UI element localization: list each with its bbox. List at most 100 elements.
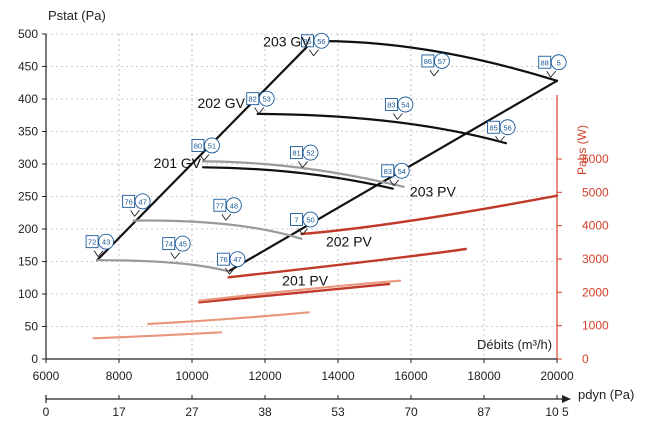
badge-circle — [302, 211, 319, 228]
series-202-gv — [256, 112, 507, 145]
operating-point-badge: 82 53 — [246, 90, 275, 114]
badge-circle-value: 56 — [317, 37, 325, 46]
secondary-y-tick-label: 6000 — [582, 152, 609, 166]
badge-circle — [499, 119, 516, 136]
y-tick-label: 200 — [18, 222, 38, 236]
pdyn-tick-label: 87 — [477, 405, 491, 419]
badge-square — [290, 146, 303, 160]
x-tick-label: 16000 — [394, 369, 428, 383]
series-layer — [92, 40, 559, 340]
badge-leader-line — [546, 71, 552, 78]
badge-leader-line — [229, 267, 235, 275]
badge-square — [487, 120, 501, 134]
secondary-y-tick-label: 0 — [582, 352, 589, 366]
badge-circle — [203, 137, 220, 154]
badge-circle-value: 48 — [230, 201, 238, 210]
badge-square-value: 74 — [165, 240, 173, 249]
operating-point-badge: 83 54 — [384, 96, 414, 120]
badge-square-value: 76 — [124, 197, 132, 206]
badge-square-value: 80 — [194, 141, 202, 150]
series-gray-curve — [132, 219, 303, 240]
x-tick-label: 8000 — [106, 369, 133, 383]
badge-circle — [550, 54, 567, 71]
badge-square-value: 76 — [219, 255, 227, 264]
badge-circle — [174, 235, 191, 252]
badge-circle-value: 52 — [306, 149, 314, 158]
badge-leader-line — [254, 107, 260, 114]
badge-square — [301, 34, 314, 48]
x-tick-label: 6000 — [33, 369, 60, 383]
pdyn-axis-arrow — [562, 395, 571, 403]
label-layer: 203 GV 202 GV 201 GV 203 PV 202 PV 201 PV — [154, 33, 457, 288]
badge-leader-line — [389, 179, 395, 187]
secondary-y-tick-label: 5000 — [582, 185, 609, 199]
series-201-pv — [198, 282, 391, 304]
operating-point-badge: 7 50 — [290, 211, 319, 235]
badge-circle-value: 54 — [398, 167, 406, 176]
y-tick-label: 0 — [31, 352, 38, 366]
badge-square-value: 88 — [541, 58, 549, 67]
badge-circle — [225, 197, 242, 214]
badge-leader-line — [225, 213, 232, 221]
badge-square — [162, 237, 176, 251]
badge-circle-value: 50 — [306, 216, 314, 225]
series-gray-curve — [201, 160, 405, 188]
x-tick-label: 18000 — [467, 369, 501, 383]
badge-square-value: 85 — [489, 123, 497, 132]
badge-circle — [393, 162, 410, 179]
secondary-y-tick-label: 4000 — [582, 219, 609, 233]
badge-circle-value: 51 — [208, 141, 216, 150]
y-tick-label: 50 — [25, 320, 39, 334]
badge-square — [384, 98, 398, 111]
series-pabs-light-curve — [198, 279, 402, 302]
badge-leader-line — [174, 252, 181, 259]
y-tick-label: 300 — [18, 157, 38, 171]
badge-leader-line — [499, 135, 505, 143]
badge-leader-line — [550, 70, 557, 78]
badge-circle — [258, 90, 275, 107]
badge-square — [290, 213, 303, 227]
operating-point-badge: 74 45 — [162, 235, 191, 259]
badge-circle-value: 47 — [138, 197, 146, 206]
badge-leader-line — [97, 250, 104, 257]
secondary-y-axis-title: Pabs (W) — [575, 125, 589, 175]
operating-point-badge: 83 54 — [381, 162, 410, 187]
pdyn-tick-label: 70 — [404, 405, 418, 419]
badge-circle — [302, 144, 319, 161]
badge-square-value: 83 — [384, 167, 392, 176]
operating-point-badge: 85 56 — [301, 32, 330, 57]
badge-circle-value: 57 — [438, 57, 446, 66]
series-pabs-light-curve — [147, 311, 310, 326]
operating-point-badge: 77 48 — [213, 197, 242, 221]
badge-leader-line — [397, 113, 403, 120]
operating-point-badge: 86 57 — [421, 53, 450, 77]
badge-square-value: 82 — [249, 95, 257, 104]
pdyn-tick-label: 0 — [43, 405, 50, 419]
operating-point-badge: 80 51 — [191, 137, 220, 161]
badge-circle-value: 45 — [179, 240, 187, 249]
badge-circle — [397, 96, 414, 113]
x-tick-label: 14000 — [321, 369, 355, 383]
badge-leader-line — [203, 154, 210, 161]
y-axis-title: Pstat (Pa) — [48, 8, 106, 23]
y-tick-label: 100 — [18, 287, 38, 301]
badge-square-value: 86 — [424, 57, 432, 66]
badge-square — [191, 138, 205, 152]
secondary-y-tick-label: 1000 — [582, 319, 609, 333]
badge-square — [85, 235, 99, 249]
badge-leader-line — [495, 136, 500, 143]
badge-square — [122, 194, 136, 208]
x-tick-label: 12000 — [248, 369, 282, 383]
badge-square — [246, 92, 260, 106]
badge-circle-value: 56 — [503, 123, 511, 132]
series-gray-curve — [96, 259, 230, 273]
badge-leader-line — [429, 69, 435, 77]
series-201-gv — [201, 166, 394, 190]
badge-square-value: 83 — [387, 101, 395, 110]
curve-label: 202 GV — [197, 95, 245, 111]
badge-leader-line — [225, 267, 230, 275]
badge-leader-line — [302, 161, 308, 168]
badge-leader-line — [393, 179, 400, 187]
